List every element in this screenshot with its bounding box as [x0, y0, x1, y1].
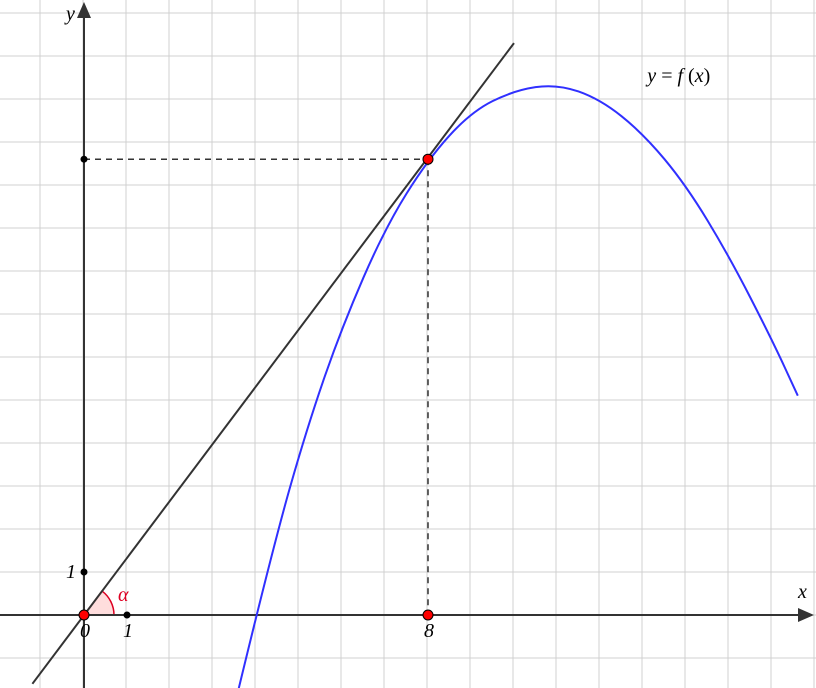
function-curve [239, 86, 798, 688]
y-axis-arrowhead [77, 2, 91, 18]
xtick-8-label: 8 [424, 620, 434, 642]
function-tangent-chart: x y 0 1 8 1 α y = f (x) [0, 0, 816, 688]
ytick-1-label: 1 [66, 561, 76, 583]
y-axis-label: y [64, 3, 75, 25]
xtick-1-label: 1 [123, 620, 133, 642]
angle-alpha-label: α [118, 584, 129, 606]
origin-label: 0 [80, 620, 90, 642]
curve-equation-label: y = f (x) [645, 65, 710, 87]
chart-container: x y 0 1 8 1 α y = f (x) [0, 0, 816, 688]
x-axis-label: x [797, 581, 807, 603]
x-axis-arrowhead [798, 608, 814, 622]
tangent-line [32, 43, 514, 684]
